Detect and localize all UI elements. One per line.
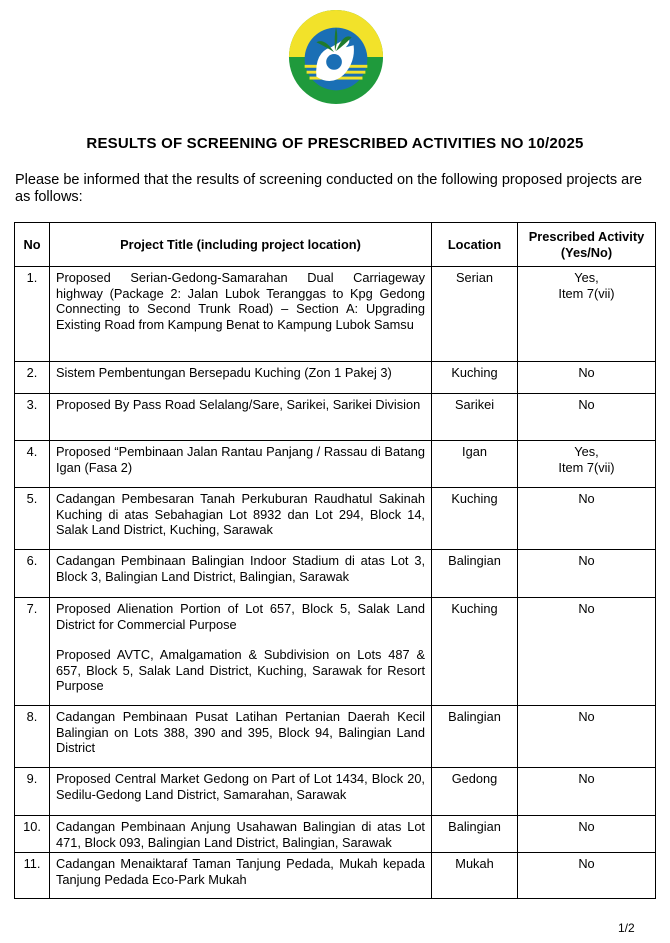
intro-paragraph: Please be informed that the results of s… — [15, 172, 643, 205]
activity-line: No — [578, 771, 595, 786]
project-title: Cadangan Pembesaran Tanah Perkuburan Rau… — [49, 487, 432, 550]
page-number: 1/2 — [618, 921, 635, 935]
location: Sarikei — [431, 393, 518, 441]
location: Kuching — [431, 487, 518, 550]
location: Gedong — [431, 767, 518, 816]
header-location: Location — [431, 222, 518, 267]
table-row: 10. Cadangan Pembinaan Anjung Usahawan Ba… — [14, 815, 656, 853]
activity-line: No — [578, 856, 595, 871]
table-row: 6. Cadangan Pembinaan Balingian Indoor St… — [14, 549, 656, 598]
project-title: Cadangan Menaiktaraf Taman Tanjung Pedad… — [49, 852, 432, 899]
project-title: Cadangan Pembinaan Pusat Latihan Pertani… — [49, 705, 432, 768]
project-title-paragraph: Sistem Pembentungan Bersepadu Kuching (Z… — [56, 365, 392, 380]
table-row: 2. Sistem Pembentungan Bersepadu Kuching … — [14, 361, 656, 394]
project-title-paragraph: Proposed AVTC, Amalgamation & Subdivisio… — [56, 647, 425, 693]
row-number: 2. — [14, 361, 50, 394]
row-number: 8. — [14, 705, 50, 768]
page-title: RESULTS OF SCREENING OF PRESCRIBED ACTIV… — [86, 135, 584, 152]
project-title-paragraph: Cadangan Pembinaan Anjung Usahawan Balin… — [56, 819, 425, 850]
row-number: 5. — [14, 487, 50, 550]
prescribed-activity: No — [517, 767, 656, 816]
activity-line: No — [578, 709, 595, 724]
header-no: No — [14, 222, 50, 267]
project-title-paragraph: Cadangan Pembinaan Pusat Latihan Pertani… — [56, 709, 425, 755]
table-row: 5. Cadangan Pembesaran Tanah Perkuburan R… — [14, 487, 656, 550]
activity-line: No — [578, 819, 595, 834]
project-title: Cadangan Pembinaan Balingian Indoor Stad… — [49, 549, 432, 598]
location: Kuching — [431, 361, 518, 394]
activity-line: No — [578, 553, 595, 568]
prescribed-activity: No — [517, 487, 656, 550]
prescribed-activity: No — [517, 852, 656, 899]
project-title-paragraph: Proposed “Pembinaan Jalan Rantau Panjang… — [56, 444, 425, 475]
project-title: Sistem Pembentungan Bersepadu Kuching (Z… — [49, 361, 432, 394]
lembaga-sumber-asli-logo — [288, 9, 384, 105]
row-number: 1. — [14, 266, 50, 362]
project-title-paragraph: Proposed Central Market Gedong on Part o… — [56, 771, 425, 802]
project-title: Proposed Alienation Portion of Lot 657, … — [49, 597, 432, 706]
activity-line: Yes, — [574, 444, 599, 459]
project-title: Proposed Central Market Gedong on Part o… — [49, 767, 432, 816]
project-title: Proposed Serian-Gedong-Samarahan Dual Ca… — [49, 266, 432, 362]
row-number: 7. — [14, 597, 50, 706]
prescribed-activity: No — [517, 549, 656, 598]
project-title-paragraph: Cadangan Pembesaran Tanah Perkuburan Rau… — [56, 491, 425, 537]
project-title-paragraph: Proposed Serian-Gedong-Samarahan Dual Ca… — [56, 270, 425, 332]
prescribed-activity: No — [517, 361, 656, 394]
location: Serian — [431, 266, 518, 362]
table-row: 8. Cadangan Pembinaan Pusat Latihan Perta… — [14, 705, 656, 768]
row-number: 3. — [14, 393, 50, 441]
location: Igan — [431, 440, 518, 488]
prescribed-activity: No — [517, 705, 656, 768]
row-number: 4. — [14, 440, 50, 488]
location: Balingian — [431, 815, 518, 853]
activity-line: No — [578, 491, 595, 506]
activity-line: No — [578, 601, 595, 616]
prescribed-activity: No — [517, 393, 656, 441]
project-title: Proposed By Pass Road Selalang/Sare, Sar… — [49, 393, 432, 441]
row-number: 6. — [14, 549, 50, 598]
header-prescribed-activity: Prescribed Activity (Yes/No) — [517, 222, 656, 267]
table-row: 3. Proposed By Pass Road Selalang/Sare, S… — [14, 393, 656, 441]
row-number: 9. — [14, 767, 50, 816]
project-title-paragraph: Cadangan Menaiktaraf Taman Tanjung Pedad… — [56, 856, 425, 887]
table-row: 11. Cadangan Menaiktaraf Taman Tanjung Pe… — [14, 852, 656, 899]
prescribed-activity: No — [517, 597, 656, 706]
activity-line: No — [578, 365, 595, 380]
project-title-paragraph: Cadangan Pembinaan Balingian Indoor Stad… — [56, 553, 425, 584]
activity-line: Item 7(vii) — [558, 285, 615, 301]
location: Mukah — [431, 852, 518, 899]
table-row: 7. Proposed Alienation Portion of Lot 657… — [14, 597, 656, 706]
location: Kuching — [431, 597, 518, 706]
prescribed-activity: Yes, Item 7(vii) — [517, 440, 656, 488]
row-number: 10. — [14, 815, 50, 853]
location: Balingian — [431, 705, 518, 768]
prescribed-activity: Yes, Item 7(vii) — [517, 266, 656, 362]
project-title: Cadangan Pembinaan Anjung Usahawan Balin… — [49, 815, 432, 853]
activity-line: No — [578, 397, 595, 412]
row-number: 11. — [14, 852, 50, 899]
activity-line: Yes, — [574, 270, 599, 285]
prescribed-activity: No — [517, 815, 656, 853]
project-title-paragraph: Proposed Alienation Portion of Lot 657, … — [56, 601, 425, 632]
location: Balingian — [431, 549, 518, 598]
header-project-title: Project Title (including project locatio… — [49, 222, 432, 267]
table-row: 9. Proposed Central Market Gedong on Part… — [14, 767, 656, 816]
table-row: 4. Proposed “Pembinaan Jalan Rantau Panja… — [14, 440, 656, 488]
activity-line: Item 7(vii) — [558, 459, 615, 475]
project-title: Proposed “Pembinaan Jalan Rantau Panjang… — [49, 440, 432, 488]
project-title-paragraph: Proposed By Pass Road Selalang/Sare, Sar… — [56, 397, 421, 412]
table-row: 1. Proposed Serian-Gedong-Samarahan Dual … — [14, 266, 656, 362]
table-header-row: No Project Title (including project loca… — [14, 222, 656, 267]
screening-results-table: No Project Title (including project loca… — [14, 222, 656, 899]
